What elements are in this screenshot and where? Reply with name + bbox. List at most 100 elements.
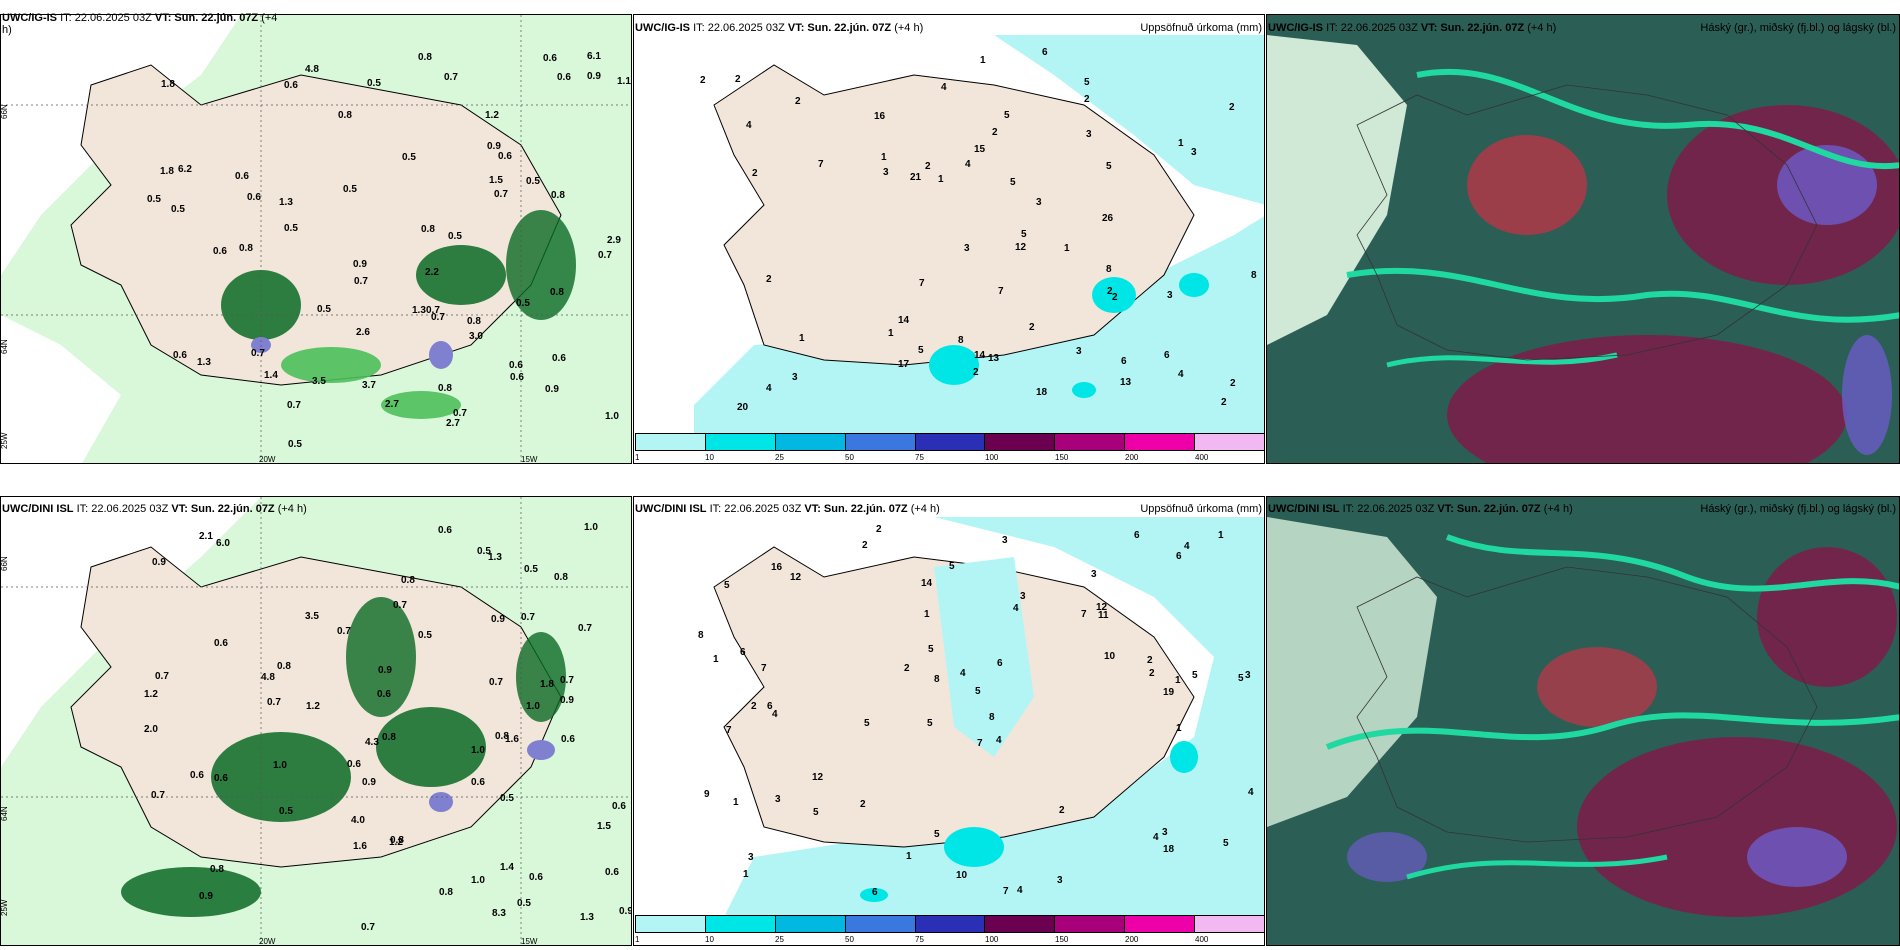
map-value-label: 0.6 bbox=[543, 53, 557, 64]
map-value-label: 0.6 bbox=[510, 372, 524, 383]
valid-time: VT: Sun. 22.jún. 07Z bbox=[804, 503, 908, 515]
map-value-label: 0.5 bbox=[526, 176, 540, 187]
map-value-label: 4.8 bbox=[305, 64, 319, 75]
map-value-label: 2 bbox=[904, 663, 910, 674]
map-value-label: 0.7 bbox=[431, 312, 445, 323]
map-value-label: 1.3 bbox=[279, 197, 293, 208]
map-value-label: 1.5 bbox=[489, 175, 503, 186]
panel-bottom-right-clouds bbox=[1266, 496, 1900, 946]
map-value-label: 2 bbox=[1230, 378, 1236, 389]
map-value-label: 3 bbox=[1076, 346, 1082, 357]
colorbar-segment bbox=[985, 916, 1056, 932]
map-value-label: 0.5 bbox=[500, 793, 514, 804]
map-value-label: 4 bbox=[1248, 787, 1254, 798]
map-value-label: 1.0 bbox=[471, 875, 485, 886]
colorbar-tick: 200 bbox=[1125, 453, 1139, 462]
map-value-label: 2.9 bbox=[607, 235, 621, 246]
map-value-label: 5 bbox=[724, 580, 730, 591]
map-value-label: 5 bbox=[1021, 229, 1027, 240]
map-value-label: 4 bbox=[772, 709, 778, 720]
map-value-label: 3 bbox=[1162, 827, 1168, 838]
colorbar-tick: 400 bbox=[1195, 453, 1209, 462]
map-value-label: 3 bbox=[1086, 129, 1092, 140]
map-value-label: 1 bbox=[881, 152, 887, 163]
map-value-label: 0.9 bbox=[619, 906, 632, 917]
colorbar-segment bbox=[1055, 434, 1126, 450]
map-value-label: 2 bbox=[1084, 94, 1090, 105]
map-value-label: 5 bbox=[1223, 838, 1229, 849]
map-value-label: 2 bbox=[1059, 805, 1065, 816]
map-bottom-left: 0.60.61.81.51.00.70.70.90.60.50.81.00.7 0… bbox=[1, 497, 632, 945]
map-value-label: 0.7 bbox=[287, 400, 301, 411]
map-value-label: 5 bbox=[928, 644, 934, 655]
map-value-label: 10 bbox=[1104, 651, 1116, 662]
map-value-label: 3.5 bbox=[312, 376, 326, 387]
map-value-label: 1 bbox=[733, 797, 739, 808]
map-value-label: 3 bbox=[1245, 670, 1251, 681]
map-value-label: 6 bbox=[1164, 350, 1170, 361]
map-value-label: 0.5 bbox=[517, 898, 531, 909]
map-value-label: 5 bbox=[813, 807, 819, 818]
map-value-label: 0.6 bbox=[214, 773, 228, 784]
map-value-label: 12 bbox=[1096, 602, 1108, 613]
map-value-label: 3.5 bbox=[305, 611, 319, 622]
lon-label-25w: 25W bbox=[1, 899, 9, 916]
map-value-label: 16 bbox=[874, 111, 886, 122]
colorbar-ticks: 1 10 25 50 75 100 150 200 400 bbox=[635, 453, 1264, 463]
map-value-label: 0.7 bbox=[354, 276, 368, 287]
map-value-label: 13 bbox=[1120, 377, 1132, 388]
map-value-label: 7 bbox=[818, 159, 824, 170]
map-value-label: 0.7 bbox=[393, 600, 407, 611]
map-value-label: 3 bbox=[964, 243, 970, 254]
header-top-left-wrap: h) bbox=[2, 24, 12, 36]
colorbar-tick: 1 bbox=[635, 935, 640, 944]
map-value-label: 5 bbox=[1010, 177, 1016, 188]
map-value-label: 3 bbox=[775, 794, 781, 805]
map-value-label: 0.9 bbox=[487, 141, 501, 152]
map-value-label: 0.7 bbox=[560, 675, 574, 686]
map-value-label: 1 bbox=[888, 328, 894, 339]
map-value-label: 6 bbox=[740, 647, 746, 658]
map-value-label: 2 bbox=[876, 524, 882, 535]
map-value-label: 2 bbox=[1229, 102, 1235, 113]
map-value-label: 9 bbox=[704, 789, 710, 800]
map-value-label: 0.5 bbox=[367, 78, 381, 89]
map-value-label: 3 bbox=[1002, 535, 1008, 546]
map-value-label: 1.2 bbox=[389, 837, 403, 848]
map-value-label: 1.0 bbox=[584, 522, 598, 533]
lon-label-25w: 25W bbox=[1, 432, 9, 449]
map-value-label: 26 bbox=[1102, 213, 1114, 224]
map-value-label: 0.9 bbox=[378, 665, 392, 676]
lat-label-64n: 64N bbox=[1, 339, 9, 354]
map-value-label: 18 bbox=[1036, 387, 1048, 398]
map-value-label: 2 bbox=[795, 96, 801, 107]
map-value-label: 0.5 bbox=[147, 194, 161, 205]
map-value-label: 7 bbox=[977, 738, 983, 749]
model-name: UWC/DINI ISL bbox=[2, 503, 74, 515]
map-value-label: 6 bbox=[767, 701, 773, 712]
map-value-label: 2 bbox=[1107, 286, 1113, 297]
lead-time: (+4 h) bbox=[910, 503, 940, 515]
map-value-label: 16 bbox=[771, 562, 783, 573]
map-value-label: 0.7 bbox=[426, 305, 440, 316]
map-value-label: 0.8 bbox=[551, 190, 565, 201]
valid-time: VT: Sun. 22.jún. 07Z bbox=[1420, 22, 1525, 34]
map-value-label: 0.8 bbox=[210, 864, 224, 875]
map-value-label: 2 bbox=[973, 367, 979, 378]
map-value-label: 0.9 bbox=[560, 695, 574, 706]
map-value-label: 12 bbox=[1015, 242, 1027, 253]
map-value-label: 0.9 bbox=[353, 259, 367, 270]
map-value-label: 6.2 bbox=[178, 164, 192, 175]
map-value-label: 3 bbox=[1057, 875, 1063, 886]
map-value-label: 0.8 bbox=[467, 316, 481, 327]
map-value-label: 0.6 bbox=[235, 171, 249, 182]
map-value-label: 0.6 bbox=[498, 151, 512, 162]
map-value-label: 1 bbox=[1178, 138, 1184, 149]
panel-top-mid-accumulated: 4 3 5 7 4 6 6 5 6 1 2 3 5 1 3 1 2 2 3 2 2 3 2 1 2 2 2 2 3 2 4 7 5 20 12 18 1… bbox=[633, 14, 1265, 464]
init-time: IT: 22.06.2025 03Z bbox=[693, 22, 785, 34]
map-value-label: 7 bbox=[919, 278, 925, 289]
colorbar-segment bbox=[775, 434, 846, 450]
model-name: UWC/IG-IS bbox=[2, 12, 57, 24]
map-value-label: 5 bbox=[1106, 161, 1112, 172]
map-value-label: 0.6 bbox=[612, 801, 626, 812]
